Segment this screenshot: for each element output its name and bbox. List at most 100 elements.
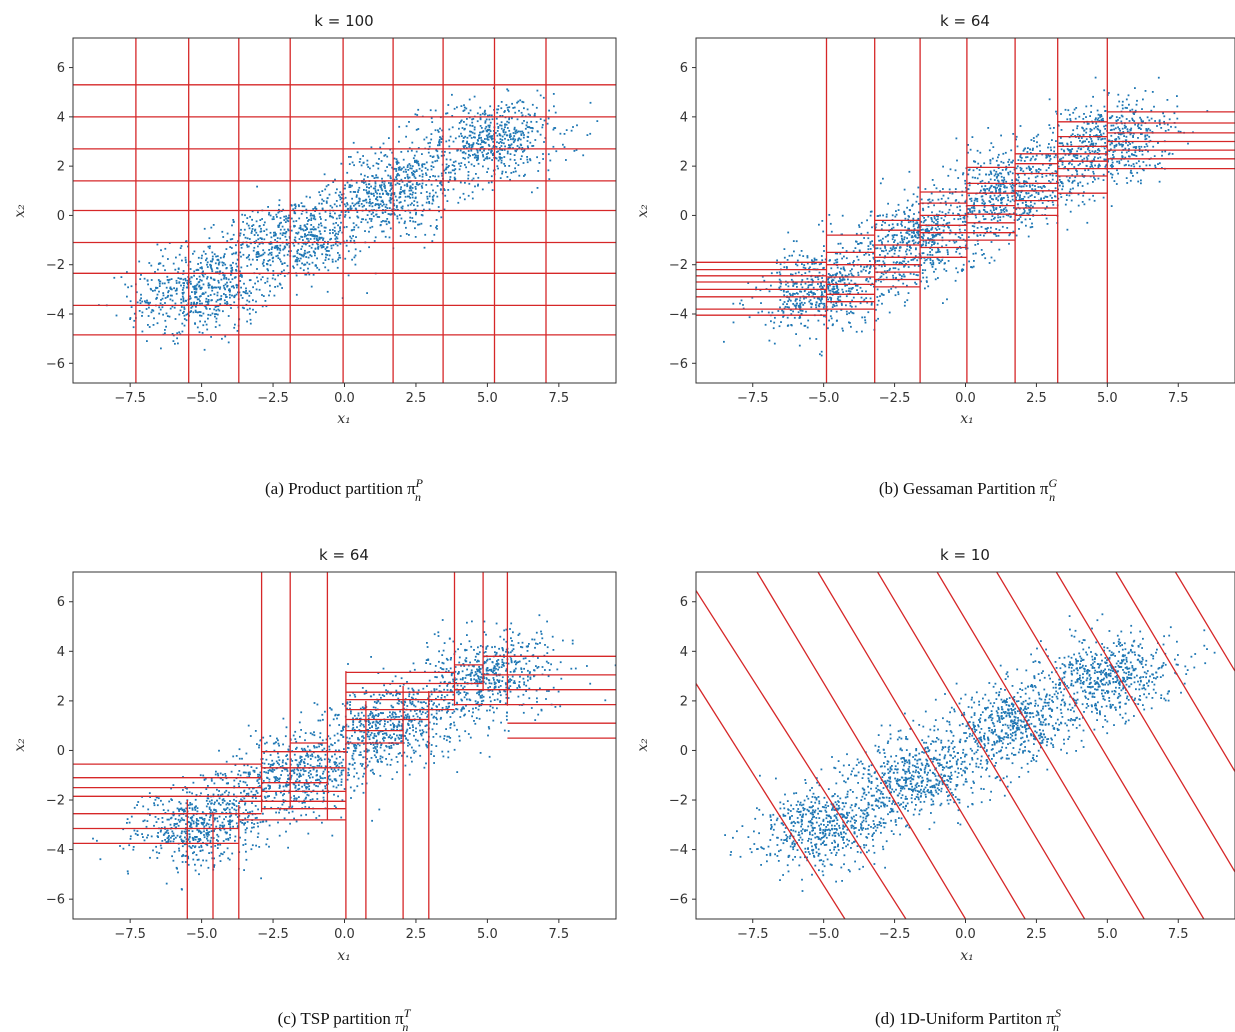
panel-b-point bbox=[892, 285, 895, 288]
panel-b-point bbox=[1009, 200, 1012, 203]
panel-b-point bbox=[907, 218, 910, 221]
panel-b-point bbox=[1134, 151, 1137, 154]
panel-b-point bbox=[1016, 165, 1019, 168]
panel-b-point bbox=[1020, 185, 1023, 188]
panel-a-point bbox=[218, 261, 221, 264]
panel-a-point bbox=[482, 130, 485, 132]
panel-a-point bbox=[423, 163, 426, 166]
panel-b-point bbox=[954, 233, 957, 236]
panel-b-point bbox=[1044, 208, 1047, 210]
panel-b-point bbox=[988, 189, 990, 192]
panel-b-point bbox=[739, 302, 741, 305]
panel-b-point bbox=[980, 249, 983, 251]
panel-a-point bbox=[527, 113, 530, 116]
panel-b-point bbox=[931, 259, 934, 262]
panel-b-point bbox=[973, 160, 975, 163]
panel-a-point bbox=[425, 174, 428, 176]
panel-a-point bbox=[542, 153, 544, 155]
panel-a-point bbox=[151, 309, 154, 312]
panel-a-point bbox=[181, 292, 184, 294]
panel-a-point bbox=[430, 168, 433, 171]
panel-a-point bbox=[348, 163, 351, 165]
panel-b-point bbox=[1055, 110, 1057, 113]
panel-a-point bbox=[165, 286, 168, 289]
panel-b-point bbox=[835, 310, 838, 313]
panel-a-point bbox=[316, 266, 319, 269]
panel-b-point bbox=[1034, 188, 1037, 191]
panel-a-point bbox=[308, 273, 311, 276]
panel-b-point bbox=[1013, 184, 1015, 187]
panel-b-point bbox=[1112, 156, 1115, 158]
panel-a-point bbox=[384, 220, 386, 223]
panel-b-point bbox=[799, 305, 802, 307]
panel-b-point bbox=[924, 269, 927, 272]
panel-a-point bbox=[517, 139, 519, 142]
panel-a-point bbox=[294, 240, 297, 243]
panel-b-point bbox=[920, 245, 922, 248]
panel-b-point bbox=[870, 303, 873, 306]
panel-a-point bbox=[431, 202, 434, 205]
panel-a-y-tick-label: −4 bbox=[46, 308, 65, 323]
panel-a-point bbox=[348, 216, 351, 219]
panel-a-point bbox=[476, 149, 479, 152]
panel-b-point bbox=[882, 294, 885, 296]
panel-b-point bbox=[1099, 129, 1102, 132]
panel-a-point bbox=[351, 161, 354, 164]
panel-b-point bbox=[1029, 226, 1032, 229]
panel-a-point bbox=[414, 192, 417, 194]
panel-b-point bbox=[1004, 206, 1007, 209]
panel-a-point bbox=[547, 169, 550, 172]
panel-a-point bbox=[329, 215, 331, 218]
panel-b-points bbox=[723, 76, 1209, 357]
panel-b-point bbox=[818, 310, 821, 313]
panel-b-point bbox=[804, 324, 807, 327]
panel-a-point bbox=[197, 281, 200, 284]
panel-a-point bbox=[443, 208, 446, 211]
panel-b-point bbox=[783, 248, 786, 250]
panel-b-point bbox=[937, 247, 939, 250]
panel-b-point bbox=[922, 237, 924, 240]
panel-b-point bbox=[1125, 135, 1128, 138]
panel-b-point bbox=[913, 242, 915, 245]
panel-a-point bbox=[201, 332, 204, 334]
panel-b-point bbox=[1161, 150, 1164, 153]
panel-b-point bbox=[802, 255, 805, 257]
panel-a-point bbox=[423, 138, 426, 141]
panel-a-point bbox=[512, 171, 515, 173]
panel-a-point bbox=[495, 146, 498, 148]
panel-a-point bbox=[202, 283, 205, 286]
panel-b-point bbox=[1082, 127, 1084, 130]
panel-a-point bbox=[353, 204, 355, 207]
panel-b-point bbox=[1028, 209, 1031, 211]
panel-a-point bbox=[274, 278, 277, 281]
panel-c-point bbox=[419, 701, 422, 704]
panel-b-point bbox=[911, 204, 914, 207]
panel-b-point bbox=[810, 290, 813, 293]
panel-a-point bbox=[548, 178, 551, 180]
panel-a-point bbox=[368, 230, 370, 233]
panel-a-point bbox=[462, 110, 465, 112]
panel-b-point bbox=[1085, 127, 1088, 130]
panel-a-point bbox=[177, 271, 179, 274]
panel-b-point bbox=[884, 247, 887, 249]
panel-a-point bbox=[138, 260, 141, 263]
panel-a-point bbox=[175, 287, 178, 290]
panel-b-point bbox=[1070, 134, 1073, 137]
panel-b-point bbox=[936, 257, 939, 259]
panel-a-point bbox=[437, 131, 440, 133]
panel-b-point bbox=[926, 253, 929, 256]
panel-b-point bbox=[955, 250, 958, 253]
panel-b-point bbox=[843, 278, 845, 281]
panel-a-point bbox=[353, 228, 355, 231]
panel-a-point bbox=[496, 111, 499, 114]
panel-b-point bbox=[1083, 203, 1086, 206]
panel-a-point bbox=[351, 202, 354, 205]
panel-b-point bbox=[914, 281, 916, 284]
panel-b-point bbox=[1082, 194, 1085, 197]
panel-a-point bbox=[370, 218, 373, 220]
panel-b-point bbox=[1091, 165, 1093, 168]
panel-a-point bbox=[391, 184, 393, 187]
panel-a-point bbox=[158, 290, 160, 293]
panel-a-point bbox=[163, 282, 166, 285]
panel-a-point bbox=[470, 149, 473, 152]
